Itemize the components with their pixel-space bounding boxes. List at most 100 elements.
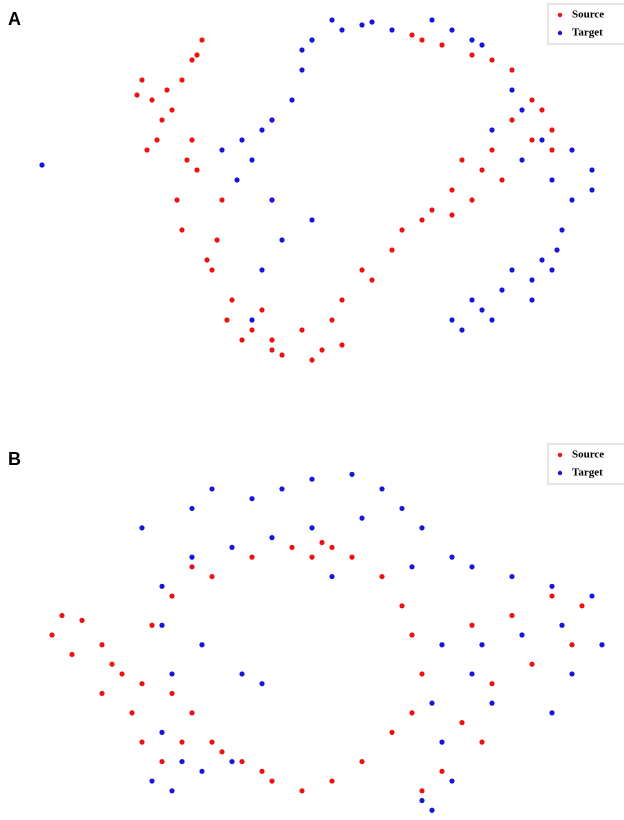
point: [519, 157, 525, 163]
legend: Source Target: [547, 443, 624, 485]
point: [259, 267, 265, 273]
point: [539, 257, 545, 263]
legend: Source Target: [547, 3, 624, 45]
point: [389, 27, 395, 33]
point: [249, 317, 255, 323]
point: [449, 778, 455, 784]
point: [429, 207, 435, 213]
point: [539, 107, 545, 113]
series: [39, 17, 595, 333]
panel: Source Target: [49, 443, 624, 813]
point: [339, 297, 345, 303]
point: [139, 681, 145, 687]
point: [199, 642, 205, 648]
point: [489, 681, 495, 687]
point: [589, 593, 595, 599]
point: [179, 77, 185, 83]
point: [539, 137, 545, 143]
point: [529, 97, 535, 103]
point: [269, 535, 275, 541]
point: [559, 622, 565, 628]
point: [389, 247, 395, 253]
point: [459, 720, 465, 726]
point: [559, 227, 565, 233]
panel: Source Target: [39, 3, 624, 363]
point: [239, 671, 245, 677]
point: [569, 197, 575, 203]
point: [529, 277, 535, 283]
point: [349, 554, 355, 560]
point: [199, 768, 205, 774]
point: [479, 739, 485, 745]
point: [489, 700, 495, 706]
point: [189, 554, 195, 560]
point: [349, 471, 355, 477]
point: [229, 297, 235, 303]
point: [209, 486, 215, 492]
point: [359, 22, 365, 28]
point: [509, 267, 515, 273]
point: [309, 554, 315, 560]
point: [299, 327, 305, 333]
point: [259, 307, 265, 313]
legend-label: Target: [572, 27, 603, 39]
point: [259, 681, 265, 687]
point: [239, 758, 245, 765]
point: [289, 97, 295, 103]
point: [399, 227, 405, 233]
point: [419, 37, 425, 43]
point: [379, 486, 385, 492]
point: [259, 768, 265, 774]
point: [449, 27, 455, 33]
legend-marker: [557, 452, 563, 458]
point: [249, 496, 255, 502]
point: [164, 87, 170, 93]
point: [589, 167, 595, 173]
point: [319, 347, 325, 353]
point: [139, 739, 145, 745]
point: [439, 42, 445, 48]
legend-label: Source: [572, 9, 604, 21]
point: [184, 157, 190, 163]
point: [279, 237, 285, 243]
legend-box: [547, 3, 624, 45]
point: [419, 525, 425, 531]
point: [519, 107, 525, 113]
point: [299, 47, 305, 53]
point: [259, 127, 265, 133]
legend-marker: [557, 30, 563, 36]
point: [169, 107, 175, 113]
point: [479, 167, 485, 173]
point: [299, 67, 305, 73]
point: [549, 710, 555, 716]
point: [269, 347, 275, 353]
point: [169, 690, 175, 697]
point: [529, 661, 535, 667]
point: [419, 671, 425, 677]
point: [409, 32, 415, 38]
point: [289, 544, 295, 550]
point: [529, 297, 535, 303]
point: [569, 671, 575, 677]
point: [389, 729, 395, 735]
point: [149, 97, 155, 103]
point: [509, 87, 515, 93]
point: [129, 710, 135, 716]
point: [459, 157, 465, 163]
point: [169, 671, 175, 677]
point: [269, 117, 275, 123]
point: [449, 317, 455, 323]
point: [479, 642, 485, 648]
point: [429, 700, 435, 706]
series: [49, 539, 585, 794]
point: [319, 539, 325, 546]
point: [489, 147, 495, 153]
point: [479, 307, 485, 313]
point: [469, 197, 475, 203]
point: [209, 739, 215, 745]
point: [339, 342, 345, 348]
point: [249, 327, 255, 333]
point: [139, 525, 145, 531]
point: [189, 505, 195, 512]
point: [219, 197, 225, 203]
